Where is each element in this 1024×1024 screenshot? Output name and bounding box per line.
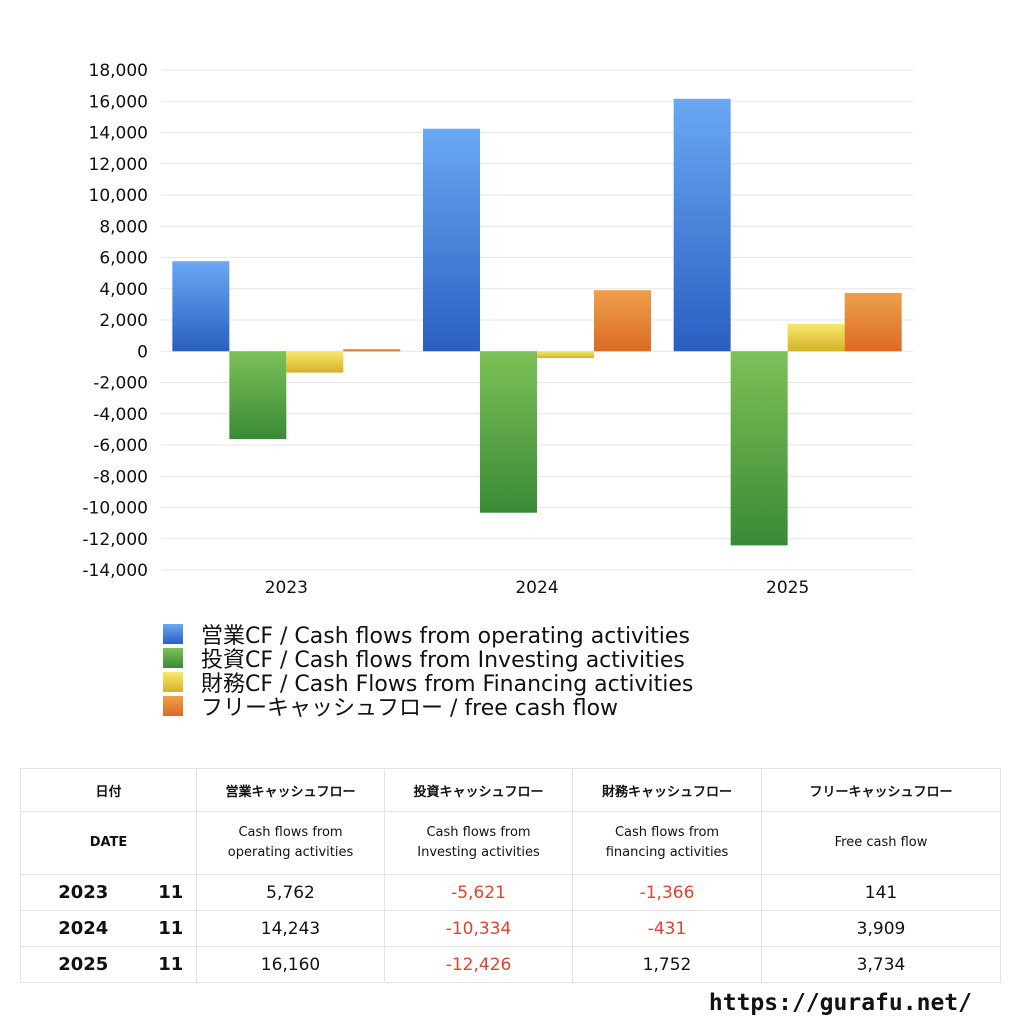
legend-item-free: フリーキャッシュフロー / free cash flow [163,694,693,721]
y-tick-label: 10,000 [89,186,148,206]
row-operating: 16,160 [196,946,386,983]
y-tick-label: 8,000 [99,217,148,237]
row-free: 3,734 [761,946,1002,983]
bar-2024-series-1 [480,351,537,513]
legend-swatch-operating [163,624,183,644]
table-header-jp: 日付 営業キャッシュフロー 投資キャッシュフロー 財務キャッシュフロー フリーキ… [19,768,1002,812]
row-financing: 1,752 [572,946,763,983]
table-row: 2023 11 5,762 -5,621 -1,366 141 [20,874,1002,911]
chart-bars [172,98,902,546]
row-year: 2025 [20,946,146,983]
y-tick-label: 4,000 [99,280,148,300]
site-url[interactable]: https://gurafu.net/ [708,990,972,1016]
row-year: 2023 [20,874,146,911]
y-tick-label: 0 [137,342,148,362]
header-line: operating activities [227,845,354,860]
header-investing-jp: 投資キャッシュフロー [384,768,574,812]
bar-2025-series-0 [673,98,731,352]
y-tick-label: -4,000 [93,405,148,425]
chart-legend: 営業CF / Cash flows from operating activit… [163,622,693,721]
row-investing: -10,334 [384,910,574,947]
row-investing: -12,426 [384,946,574,983]
header-line: Investing activities [417,845,540,860]
header-date-jp: 日付 [19,768,198,812]
y-axis-ticks: 18,000 16,000 14,000 12,000 10,000 8,000 6,000… [82,61,148,581]
table-header-en: DATE Cash flows from operating activities… [19,811,1002,875]
x-category-label: 2023 [265,578,308,598]
row-operating: 5,762 [196,874,386,911]
bar-2023-series-1 [229,351,287,440]
legend-swatch-investing [163,648,183,668]
bar-2025-series-1 [730,351,788,546]
header-free-jp: フリーキャッシュフロー [761,768,1002,812]
x-category-label: 2025 [766,578,809,598]
y-tick-label: -10,000 [82,499,148,519]
bar-2024-series-2 [537,351,594,358]
legend-swatch-free [163,696,183,716]
header-line: Cash flows from [614,825,720,840]
legend-label: 投資CF / Cash flows from Investing activit… [201,648,685,673]
bar-2025-series-2 [787,323,845,352]
legend-swatch-financing [163,672,183,692]
row-financing: -431 [572,910,763,947]
header-financing-jp: 財務キャッシュフロー [572,768,763,812]
row-investing: -5,621 [384,874,574,911]
y-tick-label: 6,000 [99,249,148,269]
x-axis-categories: 2023 2024 2025 [265,578,810,598]
row-free: 3,909 [761,910,1002,947]
cash-flow-table: 日付 営業キャッシュフロー 投資キャッシュフロー 財務キャッシュフロー フリーキ… [19,768,1002,983]
header-financing-en: Cash flows from financing activities [572,811,763,875]
row-free: 141 [761,874,1002,911]
row-year: 2024 [20,910,146,947]
y-tick-label: -12,000 [82,530,148,550]
bar-2024-series-3 [594,290,651,352]
header-operating-jp: 営業キャッシュフロー [196,768,386,812]
row-operating: 14,243 [196,910,386,947]
y-tick-label: 18,000 [89,61,148,81]
legend-label: 財務CF / Cash Flows from Financing activit… [201,672,694,697]
cash-flow-chart: 18,000 16,000 14,000 12,000 10,000 8,000 6,000… [82,61,913,598]
legend-item-investing: 投資CF / Cash flows from Investing activit… [163,646,693,673]
header-free-en: Free cash flow [761,811,1002,875]
y-tick-label: -14,000 [82,561,148,581]
header-line: Cash flows from [238,825,343,840]
y-tick-label: 12,000 [89,155,148,175]
bar-2023-series-2 [286,351,344,373]
y-tick-label: 2,000 [99,311,148,331]
row-month: 11 [145,910,198,947]
bar-2023-series-0 [172,261,230,352]
table-row: 2024 11 14,243 -10,334 -431 3,909 [20,910,1002,947]
y-tick-label: -2,000 [93,374,148,394]
bar-2025-series-3 [844,292,902,352]
x-category-label: 2024 [515,578,558,598]
table-row: 2025 11 16,160 -12,426 1,752 3,734 [20,946,1002,983]
y-tick-label: -8,000 [93,467,148,487]
row-month: 11 [145,946,198,983]
y-tick-label: 14,000 [89,124,148,144]
y-tick-label: -6,000 [93,436,148,456]
legend-label: 営業CF / Cash flows from operating activit… [201,624,690,649]
header-line: Cash flows from [426,825,531,840]
bar-2024-series-0 [423,128,480,352]
header-operating-en: Cash flows from operating activities [196,811,386,875]
legend-item-operating: 営業CF / Cash flows from operating activit… [163,622,693,649]
header-investing-en: Cash flows from Investing activities [384,811,574,875]
bar-2023-series-3 [343,349,401,352]
legend-item-financing: 財務CF / Cash Flows from Financing activit… [163,670,693,697]
y-tick-label: 16,000 [89,92,148,112]
row-financing: -1,366 [572,874,763,911]
header-line: financing activities [605,845,729,860]
row-month: 11 [145,874,198,911]
header-date-en: DATE [19,811,198,875]
legend-label: フリーキャッシュフロー / free cash flow [201,696,619,721]
